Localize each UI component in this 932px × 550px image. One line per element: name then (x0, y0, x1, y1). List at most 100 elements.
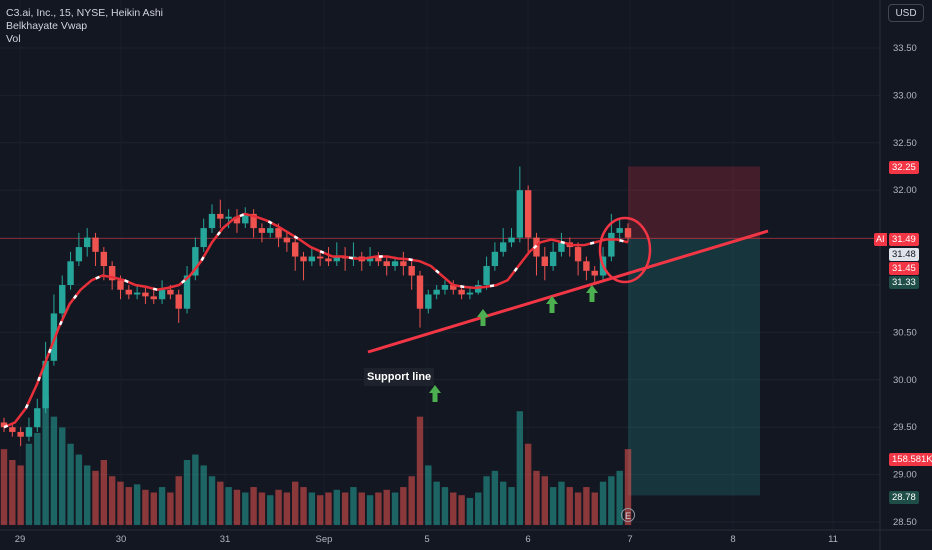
volume-bar (217, 481, 224, 525)
candle-body (516, 190, 524, 238)
price-axis: 33.5033.0032.5032.0031.5031.0030.5030.00… (879, 0, 917, 550)
volume-bar (450, 492, 457, 525)
candle-body (549, 251, 557, 267)
volume-bar (316, 495, 324, 525)
y-tick-label: 29.50 (893, 422, 917, 433)
candle-body (9, 427, 16, 432)
y-tick-label: 28.50 (893, 517, 917, 528)
volume-bar (441, 487, 449, 525)
volume-bar (366, 495, 374, 525)
candle-body (300, 256, 307, 262)
candle-body (441, 285, 449, 290)
candle-body (283, 237, 291, 243)
volume-bar (583, 487, 590, 525)
candle-body (524, 190, 532, 238)
volume-bar (200, 465, 207, 525)
highlight-circle (598, 216, 652, 284)
volume-bar (391, 492, 399, 525)
volume-bar (117, 481, 124, 525)
volume-bar (267, 495, 274, 525)
volume-bar (541, 476, 548, 525)
candle-body (616, 228, 623, 233)
volume-bar (425, 465, 432, 525)
earnings-badge[interactable]: E (621, 508, 635, 522)
volume-bar (533, 470, 540, 525)
ticker-tag: AI (874, 233, 887, 246)
support-line-label[interactable]: Support line (364, 368, 435, 386)
volume-bar (524, 443, 532, 525)
last-price-tag: 31.49 (889, 233, 919, 246)
volume-bar (42, 395, 49, 525)
candle-body (150, 296, 157, 300)
target-price-tag: 32.25 (889, 161, 919, 174)
volume-bar (325, 492, 332, 525)
volume-bar (183, 460, 191, 525)
candle-body (500, 242, 507, 252)
volume-bar (574, 492, 582, 525)
volume-bar (25, 443, 33, 525)
candles (0, 166, 632, 447)
volume-bar (233, 489, 241, 525)
vwap-path (3, 212, 629, 429)
volume-bar (175, 476, 182, 525)
volume-bar (300, 487, 307, 525)
candle-body (366, 256, 374, 262)
candle-body (108, 266, 116, 281)
candle-body (608, 232, 615, 257)
volume-bar (158, 487, 166, 525)
candle-body (133, 292, 141, 295)
candle-body (375, 256, 382, 262)
volume-bar (416, 416, 424, 525)
currency-button[interactable]: USD (888, 4, 924, 22)
volume-bar (608, 476, 615, 525)
candle-body (508, 237, 515, 243)
candle-body (258, 228, 266, 233)
up-arrow-icon (586, 285, 598, 302)
volume-bar (599, 481, 607, 525)
stop-price-tag: 28.78 (889, 491, 919, 504)
candle-body (208, 213, 216, 229)
volume-bar (500, 481, 507, 525)
volume-bar (475, 492, 482, 525)
volume-bars (0, 395, 632, 525)
volume-bar (108, 476, 116, 525)
candle-body (175, 294, 182, 309)
y-tick-label: 30.00 (893, 375, 917, 386)
candle-body (183, 275, 191, 309)
candle-body (158, 289, 166, 300)
volume-bar (192, 454, 199, 525)
x-tick-label: 11 (828, 534, 838, 545)
candle-body (217, 213, 224, 219)
volume-bar (150, 492, 157, 525)
x-tick-label: 30 (116, 534, 127, 545)
volume-bar (558, 481, 565, 525)
volume-bar (50, 416, 58, 525)
volume-tag: 158.581K (889, 453, 932, 466)
volume-bar (466, 497, 474, 525)
candle-body (167, 289, 174, 295)
candle-body (275, 228, 282, 238)
candle-body (316, 256, 324, 259)
indicator-vwap-label[interactable]: Belkhayate Vwap (6, 20, 88, 32)
volume-bar (292, 481, 299, 525)
y-tick-label: 29.00 (893, 470, 917, 481)
up-arrow-icon (429, 385, 441, 402)
volume-bar (375, 492, 382, 525)
support-trend-line (367, 229, 769, 354)
position-tool (0, 166, 880, 496)
x-tick-label: 7 (627, 534, 632, 545)
candle-body (267, 228, 274, 233)
volume-bar (142, 489, 149, 525)
volume-bar (100, 460, 108, 525)
candle-body (433, 289, 440, 295)
candle-body (142, 292, 149, 297)
chart-legend: C3.ai, Inc., 15, NYSE, Heikin Ashi Belkh… (6, 7, 163, 46)
price-tag-5: 31.33 (889, 276, 919, 289)
candle-body (17, 431, 24, 437)
symbol-title[interactable]: C3.ai, Inc., 15, NYSE, Heikin Ashi (6, 7, 163, 19)
y-tick-label: 33.50 (893, 43, 917, 54)
volume-bar (208, 476, 216, 525)
volume-bar (483, 476, 490, 525)
indicator-vol-label[interactable]: Vol (6, 33, 21, 45)
